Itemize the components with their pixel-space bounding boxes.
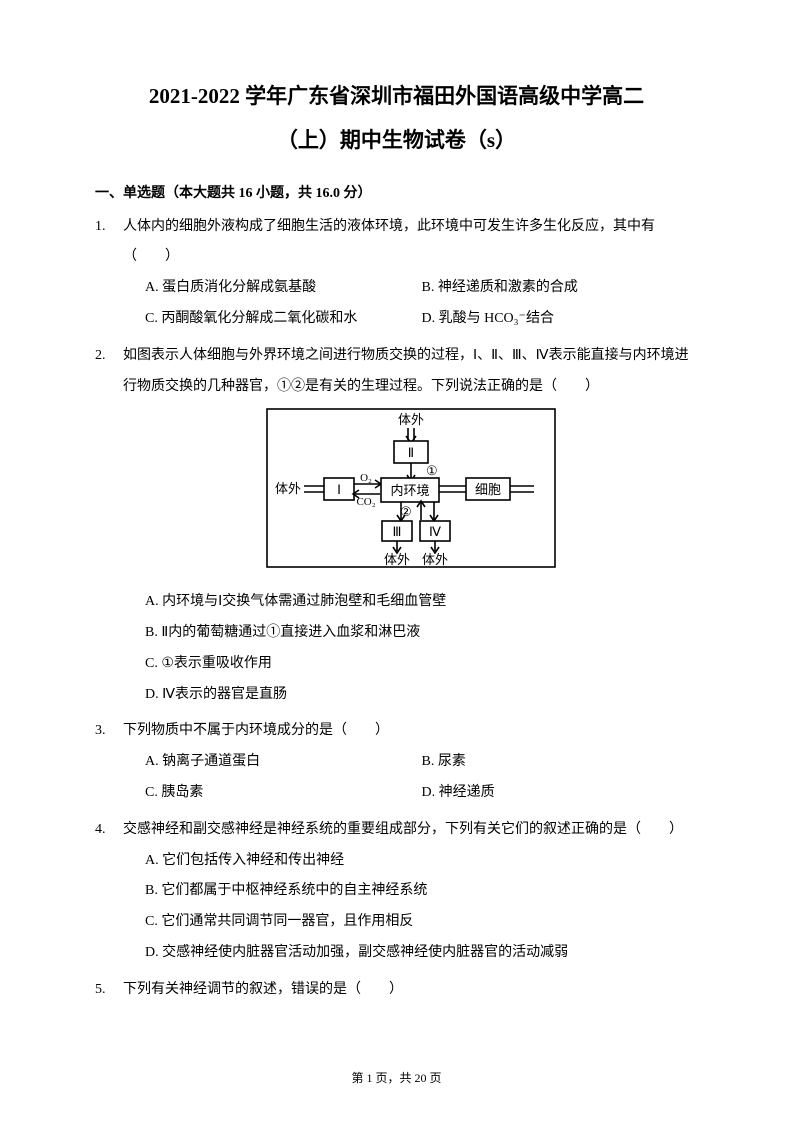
label-co2: CO₂ (356, 496, 375, 508)
label-c2: ② (400, 504, 412, 519)
question-stem: 交感神经和副交感神经是神经系统的重要组成部分，下列有关它们的叙述正确的是（ ） (123, 815, 698, 846)
question-stem: 下列有关神经调节的叙述，错误的是（ ） (123, 975, 698, 1006)
option-c: C. 它们通常共同调节同一器官，且作用相反 (145, 907, 698, 938)
option-b: B. 它们都属于中枢神经系统中的自主神经系统 (145, 876, 698, 907)
option-c: C. 丙酮酸氧化分解成二氧化碳和水 (145, 304, 422, 335)
diagram-svg: 体外 Ⅱ ① 体外 (266, 408, 556, 568)
option-c: C. 胰岛素 (145, 778, 422, 809)
question-5: 5. 下列有关神经调节的叙述，错误的是（ ） (95, 975, 698, 1006)
page-title-line1: 2021-2022 学年广东省深圳市福田外国语高级中学高二 (95, 78, 698, 116)
question-stem: 如图表示人体细胞与外界环境之间进行物质交换的过程，Ⅰ、Ⅱ、Ⅲ、Ⅳ表示能直接与内环… (123, 341, 698, 403)
option-b: B. 神经递质和激素的合成 (422, 273, 699, 304)
label-box4: Ⅳ (429, 524, 441, 539)
label-tiwai-b2: 体外 (421, 552, 447, 567)
question-1: 1. 人体内的细胞外液构成了细胞生活的液体环境，此环境中可发生许多生化反应，其中… (95, 212, 698, 335)
question-number: 3. (95, 716, 123, 808)
option-a: A. 蛋白质消化分解成氨基酸 (145, 273, 422, 304)
option-d: D. Ⅳ表示的器官是直肠 (145, 680, 698, 711)
label-center: 内环境 (390, 483, 429, 498)
option-d: D. 交感神经使内脏器官活动加强，副交感神经使内脏器官的活动减弱 (145, 938, 698, 969)
option-b: B. 尿素 (422, 747, 699, 778)
label-box1: Ⅰ (337, 482, 341, 497)
label-tiwai-left: 体外 (274, 481, 300, 496)
option-a: A. 它们包括传入神经和传出神经 (145, 846, 698, 877)
diagram: 体外 Ⅱ ① 体外 (123, 408, 698, 581)
label-tiwai-b1: 体外 (383, 552, 409, 567)
label-o2: O₂ (360, 472, 372, 484)
label-box2: Ⅱ (407, 445, 413, 460)
section-header: 一、单选题（本大题共 16 小题，共 16.0 分） (95, 182, 698, 202)
question-stem: 下列物质中不属于内环境成分的是（ ） (123, 716, 698, 747)
question-number: 4. (95, 815, 123, 969)
question-4: 4. 交感神经和副交感神经是神经系统的重要组成部分，下列有关它们的叙述正确的是（… (95, 815, 698, 969)
question-3: 3. 下列物质中不属于内环境成分的是（ ） A. 钠离子通道蛋白 B. 尿素 C… (95, 716, 698, 808)
option-d: D. 乳酸与 HCO₃⁻结合 (422, 304, 699, 335)
option-d: D. 神经递质 (422, 778, 699, 809)
question-stem: 人体内的细胞外液构成了细胞生活的液体环境，此环境中可发生许多生化反应，其中有（ … (123, 212, 698, 274)
question-2: 2. 如图表示人体细胞与外界环境之间进行物质交换的过程，Ⅰ、Ⅱ、Ⅲ、Ⅳ表示能直接… (95, 341, 698, 711)
option-a: A. 内环境与Ⅰ交换气体需通过肺泡壁和毛细血管壁 (145, 587, 698, 618)
question-number: 2. (95, 341, 123, 711)
label-tiwai-top: 体外 (397, 412, 423, 427)
option-a: A. 钠离子通道蛋白 (145, 747, 422, 778)
question-number: 5. (95, 975, 123, 1006)
label-cell: 细胞 (474, 482, 500, 497)
page-footer: 第 1 页，共 20 页 (0, 1069, 793, 1086)
page-title-line2: （上）期中生物试卷（s） (95, 122, 698, 160)
option-b: B. Ⅱ内的葡萄糖通过①直接进入血浆和淋巴液 (145, 618, 698, 649)
question-number: 1. (95, 212, 123, 335)
label-box3: Ⅲ (392, 524, 401, 539)
option-c: C. ①表示重吸收作用 (145, 649, 698, 680)
label-c1: ① (426, 463, 438, 478)
